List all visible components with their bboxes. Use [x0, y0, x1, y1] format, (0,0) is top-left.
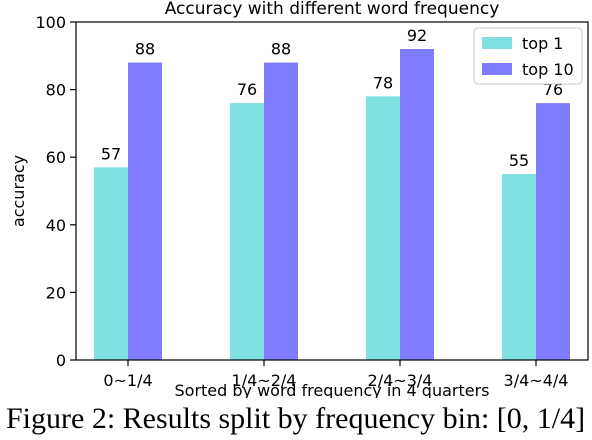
y-axis-label: accuracy	[9, 155, 28, 227]
x-tick-label: 3/4~4/4	[504, 371, 569, 390]
x-tick-label: 1/4~2/4	[232, 371, 297, 390]
bars	[94, 49, 570, 361]
y-tick-label: 80	[46, 81, 66, 100]
bar-value-label: 57	[101, 144, 121, 163]
y-tick-label: 0	[56, 351, 66, 370]
bar-value-label: 76	[543, 80, 563, 99]
x-tick-label: 2/4~3/4	[368, 371, 433, 390]
bar-value-label: 88	[135, 40, 155, 59]
bar-value-label: 76	[237, 80, 257, 99]
bar-value-label: 55	[509, 151, 529, 170]
bar-value-label: 88	[271, 40, 291, 59]
x-tick-label: 0~1/4	[103, 371, 152, 390]
legend-label: top 1	[522, 34, 563, 53]
y-tick-label: 40	[46, 216, 66, 235]
bar-value-label: 92	[407, 26, 427, 45]
bar-top-10	[128, 62, 162, 361]
legend: top 1 top 10	[473, 27, 583, 85]
bar-top-10	[400, 49, 434, 360]
bar-top-1	[366, 96, 400, 361]
chart-title: Accuracy with different word frequency	[165, 0, 500, 19]
bar-top-10	[264, 62, 298, 361]
bar-top-1	[502, 174, 536, 360]
figure-caption: Figure 2: Results split by frequency bin…	[6, 402, 586, 435]
y-axis: 0 20 40 60 80 100	[35, 13, 76, 370]
plot-frame	[75, 21, 589, 361]
legend-label: top 10	[522, 60, 574, 79]
y-tick-label: 60	[46, 148, 66, 167]
bar-top-1	[230, 103, 264, 361]
x-axis: 0~1/4 1/4~2/4 2/4~3/4 3/4~4/4	[103, 360, 568, 390]
bar-value-label: 78	[373, 73, 393, 92]
accuracy-chart: Accuracy with different word frequency 0…	[9, 0, 589, 398]
legend-swatch	[482, 63, 512, 75]
x-axis-label: Sorted by word frequency in 4 quarters	[175, 381, 490, 398]
bar-top-1	[94, 167, 128, 360]
y-tick-label: 100	[35, 13, 66, 32]
bar-top-10	[536, 103, 570, 361]
y-tick-label: 20	[46, 283, 66, 302]
legend-swatch	[482, 37, 512, 49]
bar-labels: 57 88 76 88 78 92 55 76	[101, 26, 563, 170]
